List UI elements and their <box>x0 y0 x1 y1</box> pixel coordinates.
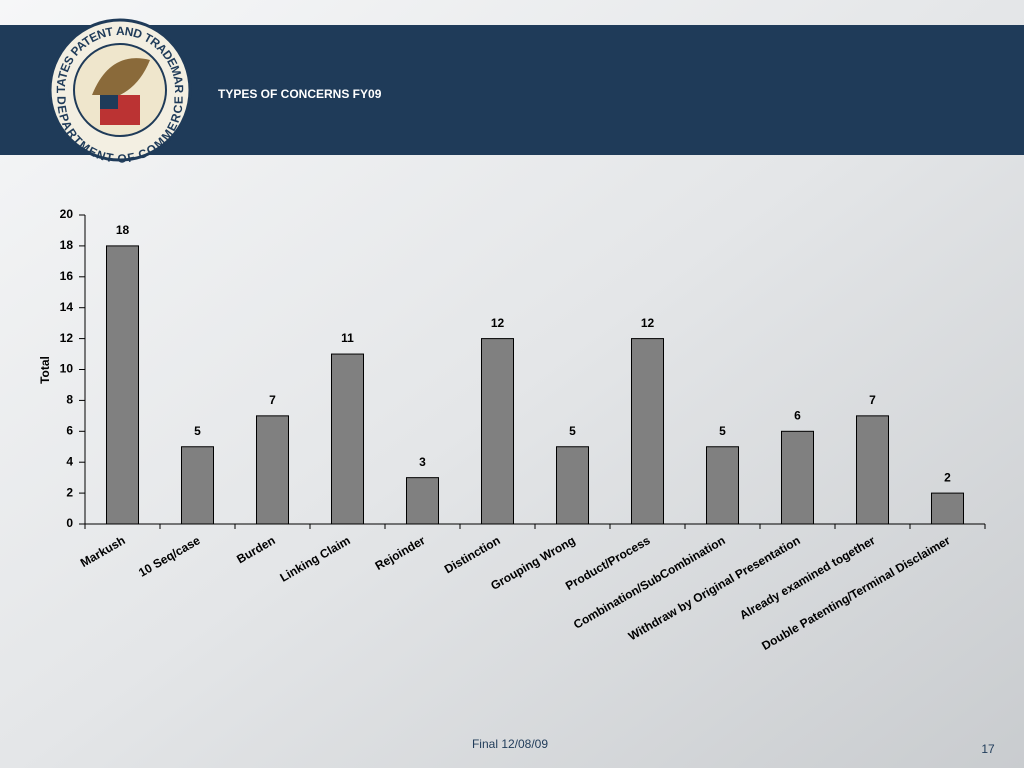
bar <box>631 338 664 525</box>
y-tick-label: 16 <box>60 269 74 283</box>
bar <box>256 415 289 525</box>
data-label: 6 <box>794 408 801 422</box>
bar <box>931 492 964 525</box>
y-tick-label: 14 <box>60 300 74 314</box>
y-axis-label: Total <box>38 356 52 384</box>
bar <box>556 446 589 525</box>
data-label: 11 <box>341 331 354 345</box>
bar <box>331 353 364 525</box>
bar <box>781 430 814 525</box>
data-label: 12 <box>641 316 655 330</box>
y-tick-label: 0 <box>66 516 73 530</box>
data-label: 5 <box>194 424 201 438</box>
footer-note: Final 12/08/09 <box>472 737 548 751</box>
bar <box>481 338 514 525</box>
data-label: 5 <box>569 424 576 438</box>
data-label: 5 <box>719 424 726 438</box>
data-label: 18 <box>116 223 130 237</box>
data-label: 12 <box>491 316 505 330</box>
data-label: 7 <box>869 393 876 407</box>
data-label: 7 <box>269 393 276 407</box>
bar <box>181 446 214 525</box>
y-tick-label: 2 <box>66 485 73 499</box>
page-number: 17 <box>981 742 995 756</box>
y-tick-label: 20 <box>60 207 74 221</box>
y-tick-label: 8 <box>66 393 73 407</box>
chart-title: TYPES OF CONCERNS FY09 <box>218 87 382 101</box>
data-label: 2 <box>944 470 951 484</box>
y-tick-label: 10 <box>60 362 74 376</box>
y-tick-label: 18 <box>60 238 74 252</box>
y-tick-label: 6 <box>66 423 73 437</box>
bar <box>406 477 439 525</box>
bar <box>106 245 139 525</box>
bar <box>856 415 889 525</box>
y-tick-label: 12 <box>60 331 74 345</box>
bar <box>706 446 739 525</box>
data-label: 3 <box>419 455 426 469</box>
y-tick-label: 4 <box>66 454 73 468</box>
